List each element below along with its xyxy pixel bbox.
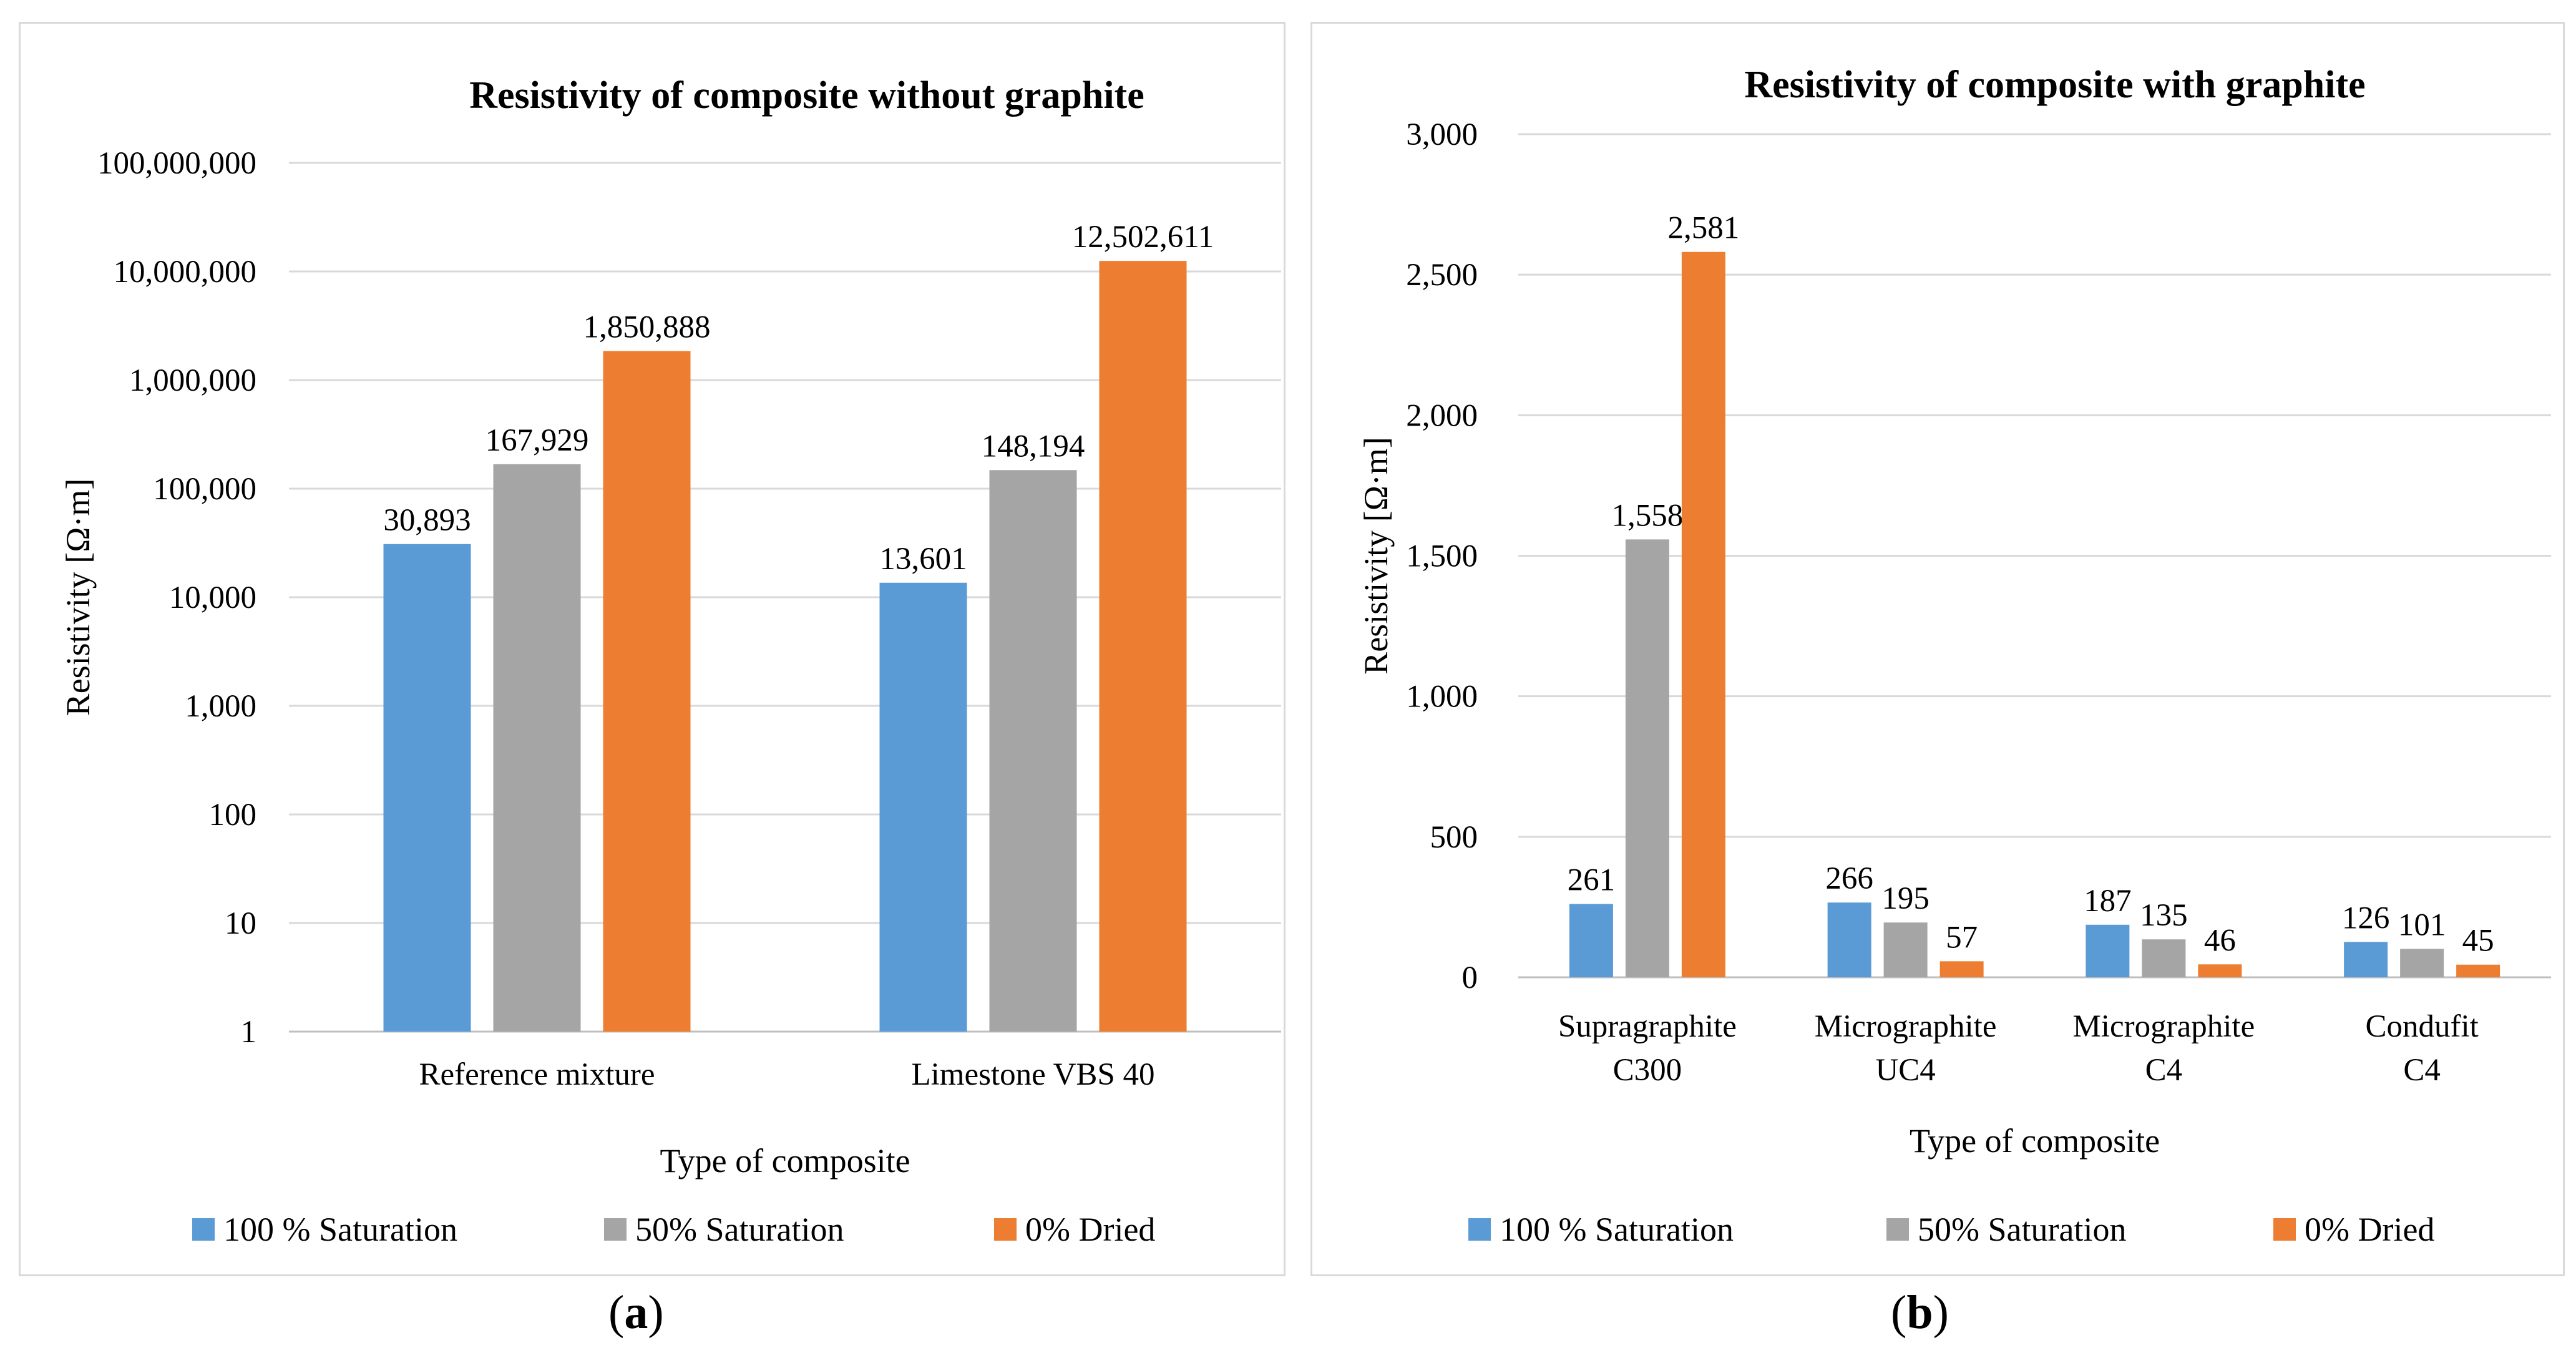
chart-b-ytick-label: 500	[1430, 820, 1478, 855]
chart-b-legend-swatch	[1468, 1218, 1491, 1241]
chart-a-ytick-label: 1,000,000	[129, 363, 256, 398]
caption-b-letter: b	[1906, 1286, 1933, 1339]
chart-b-ytick-label: 1,000	[1406, 680, 1478, 715]
chart-b-ylabel: Resistivity [Ω·m]	[1357, 437, 1395, 675]
chart-b-legend-label: 0% Dried	[2305, 1211, 2434, 1248]
chart-b-svg: Resistivity of composite with graphite 0 5…	[1357, 64, 2551, 1248]
caption-a-letter: a	[624, 1286, 648, 1339]
chart-b-data-label: 195	[1881, 881, 1930, 916]
chart-b-data-label: 187	[2084, 884, 2132, 919]
chart-b-legend-label: 100 % Saturation	[1500, 1211, 1734, 1248]
chart-a-ytick-label: 1	[241, 1015, 257, 1050]
chart-a-legend-swatch	[604, 1218, 627, 1241]
chart-b-title: Resistivity of composite with graphite	[1744, 64, 2365, 106]
chart-b-bar	[2400, 949, 2444, 977]
chart-a-svg: Resistivity of composite without graphit…	[59, 74, 1281, 1248]
chart-b-bar	[2456, 964, 2500, 977]
chart-a-ytick-label: 1,000	[185, 689, 256, 724]
chart-a-category-label: Reference mixture	[419, 1057, 655, 1092]
chart-a-ytick-label: 10,000	[169, 580, 256, 615]
chart-b-data-label: 46	[2204, 923, 2236, 958]
chart-b-category-label: Micrographite	[2073, 1009, 2255, 1044]
chart-b-bar	[1939, 961, 1984, 977]
chart-a-data-label: 13,601	[879, 542, 967, 577]
chart-b-bar	[1625, 539, 1669, 977]
caption-a: (a)	[608, 1286, 664, 1339]
chart-a-bar	[989, 470, 1077, 1032]
chart-a-data-label: 1,850,888	[583, 310, 711, 344]
chart-b-category-label: UC4	[1875, 1053, 1935, 1088]
chart-b-bar	[1569, 904, 1613, 977]
chart-b-category-label: Micrographite	[1815, 1009, 1997, 1044]
chart-a-bar	[879, 582, 967, 1032]
chart-b-ytick-label: 2,000	[1406, 398, 1478, 433]
chart-b-bar	[2344, 942, 2388, 977]
chart-b-legend-swatch	[2273, 1218, 2296, 1241]
chart-a-data-label: 30,893	[383, 503, 471, 538]
chart-b-data-label: 101	[2398, 908, 2446, 943]
chart-b-bar	[1827, 902, 1871, 977]
chart-a-ylabel: Resistivity [Ω·m]	[59, 479, 97, 716]
caption-b: (b)	[1891, 1286, 1949, 1339]
chart-b-xlabel: Type of composite	[1910, 1122, 2160, 1160]
chart-a-data-label: 148,194	[982, 429, 1085, 464]
chart-a-bar	[603, 351, 691, 1032]
chart-b-bar	[1681, 252, 1725, 977]
chart-panel-a: Resistivity of composite without graphit…	[19, 22, 1286, 1276]
chart-b-ytick-label: 1,500	[1406, 539, 1478, 574]
chart-b-legend-label: 50% Saturation	[1918, 1211, 2126, 1248]
chart-b-bar	[2198, 964, 2242, 977]
chart-b-data-label: 261	[1568, 862, 1616, 897]
chart-a-bar	[383, 544, 471, 1032]
chart-b-ytick-label: 3,000	[1406, 117, 1478, 152]
chart-b-ytick-label: 2,500	[1406, 258, 1478, 293]
chart-a-legend-swatch	[994, 1218, 1017, 1241]
chart-a-data-label: 12,502,611	[1072, 220, 1214, 255]
chart-b-category-label: C300	[1613, 1053, 1682, 1088]
chart-a-ytick-label: 100,000	[153, 472, 256, 507]
chart-a-legend-label: 100 % Saturation	[223, 1211, 457, 1248]
chart-b-bar	[2142, 939, 2186, 977]
chart-b-data-label: 266	[1825, 861, 1873, 896]
chart-a-ytick-label: 100	[209, 798, 257, 833]
chart-b-ytick-label: 0	[1462, 960, 1478, 995]
chart-panel-b: Resistivity of composite with graphite 0 5…	[1310, 22, 2565, 1276]
chart-a-ytick-label: 100,000,000	[97, 146, 256, 181]
chart-a-xlabel: Type of composite	[660, 1142, 910, 1180]
chart-b-data-label: 57	[1946, 920, 1978, 955]
chart-a-bar	[493, 464, 581, 1032]
chart-b-data-label: 1,558	[1612, 498, 1684, 533]
chart-b-category-label: Supragraphite	[1558, 1009, 1737, 1044]
chart-b-bar	[1883, 922, 1928, 977]
chart-a-legend-swatch	[192, 1218, 215, 1241]
chart-b-category-label: Condufit	[2365, 1009, 2478, 1044]
chart-b-category-label: C4	[2403, 1053, 2441, 1088]
chart-b-legend-swatch	[1886, 1218, 1909, 1241]
chart-a-legend-label: 0% Dried	[1025, 1211, 1155, 1248]
chart-a-ytick-label: 10,000,000	[114, 255, 257, 290]
chart-b-data-label: 45	[2462, 924, 2494, 959]
chart-b-data-label: 126	[2342, 901, 2390, 935]
chart-b-bar	[2086, 924, 2130, 977]
chart-a-bar	[1099, 261, 1187, 1032]
chart-a-legend-label: 50% Saturation	[635, 1211, 844, 1248]
chart-b-data-label: 2,581	[1668, 211, 1740, 246]
chart-b-data-label: 135	[2140, 898, 2188, 933]
chart-b-category-label: C4	[2145, 1053, 2183, 1088]
chart-a-category-label: Limestone VBS 40	[911, 1057, 1154, 1092]
chart-a-ytick-label: 10	[225, 906, 256, 941]
chart-a-title: Resistivity of composite without graphit…	[469, 74, 1144, 117]
chart-a-data-label: 167,929	[485, 423, 589, 458]
